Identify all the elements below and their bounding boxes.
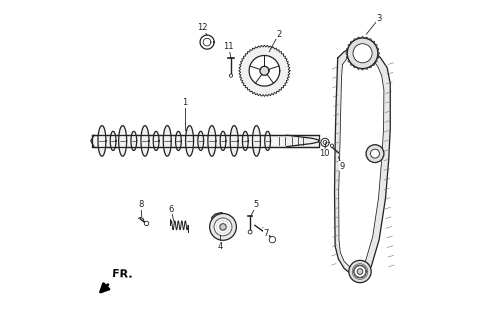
Text: 1: 1 [182, 98, 187, 107]
Polygon shape [230, 125, 238, 156]
Text: 8: 8 [138, 200, 144, 209]
Polygon shape [252, 125, 260, 156]
Polygon shape [141, 125, 149, 156]
Polygon shape [249, 55, 280, 86]
Circle shape [144, 221, 149, 226]
Text: 4: 4 [217, 242, 223, 251]
Text: 6: 6 [168, 205, 174, 214]
Polygon shape [131, 131, 137, 150]
Text: 7: 7 [263, 229, 269, 238]
Circle shape [366, 145, 384, 163]
Polygon shape [119, 125, 127, 156]
Polygon shape [198, 131, 204, 150]
Text: 9: 9 [340, 162, 345, 171]
Polygon shape [208, 125, 216, 156]
Circle shape [248, 230, 252, 234]
Polygon shape [239, 45, 290, 96]
Circle shape [357, 269, 363, 274]
Circle shape [220, 224, 226, 230]
Circle shape [371, 149, 379, 158]
Polygon shape [98, 125, 106, 156]
Polygon shape [287, 135, 319, 147]
Circle shape [349, 260, 371, 283]
Polygon shape [212, 212, 226, 236]
Polygon shape [265, 131, 270, 150]
Polygon shape [243, 131, 248, 150]
Circle shape [210, 213, 237, 240]
Polygon shape [260, 66, 269, 75]
Polygon shape [110, 131, 116, 150]
Circle shape [347, 38, 378, 68]
Text: 12: 12 [197, 23, 208, 32]
Text: 11: 11 [224, 42, 234, 52]
Polygon shape [220, 131, 226, 150]
Circle shape [354, 265, 366, 278]
Polygon shape [334, 46, 390, 278]
Polygon shape [164, 125, 171, 156]
Text: 10: 10 [319, 149, 330, 158]
Circle shape [353, 44, 372, 63]
Text: FR.: FR. [111, 269, 132, 280]
FancyBboxPatch shape [92, 135, 319, 147]
Circle shape [331, 144, 333, 147]
Text: 2: 2 [276, 30, 281, 39]
Polygon shape [338, 53, 384, 269]
Polygon shape [153, 131, 159, 150]
Circle shape [230, 74, 233, 77]
Circle shape [214, 218, 232, 236]
Polygon shape [175, 131, 181, 150]
Text: 3: 3 [376, 14, 382, 23]
Polygon shape [185, 125, 193, 156]
Circle shape [269, 236, 275, 243]
Text: 5: 5 [254, 200, 259, 209]
